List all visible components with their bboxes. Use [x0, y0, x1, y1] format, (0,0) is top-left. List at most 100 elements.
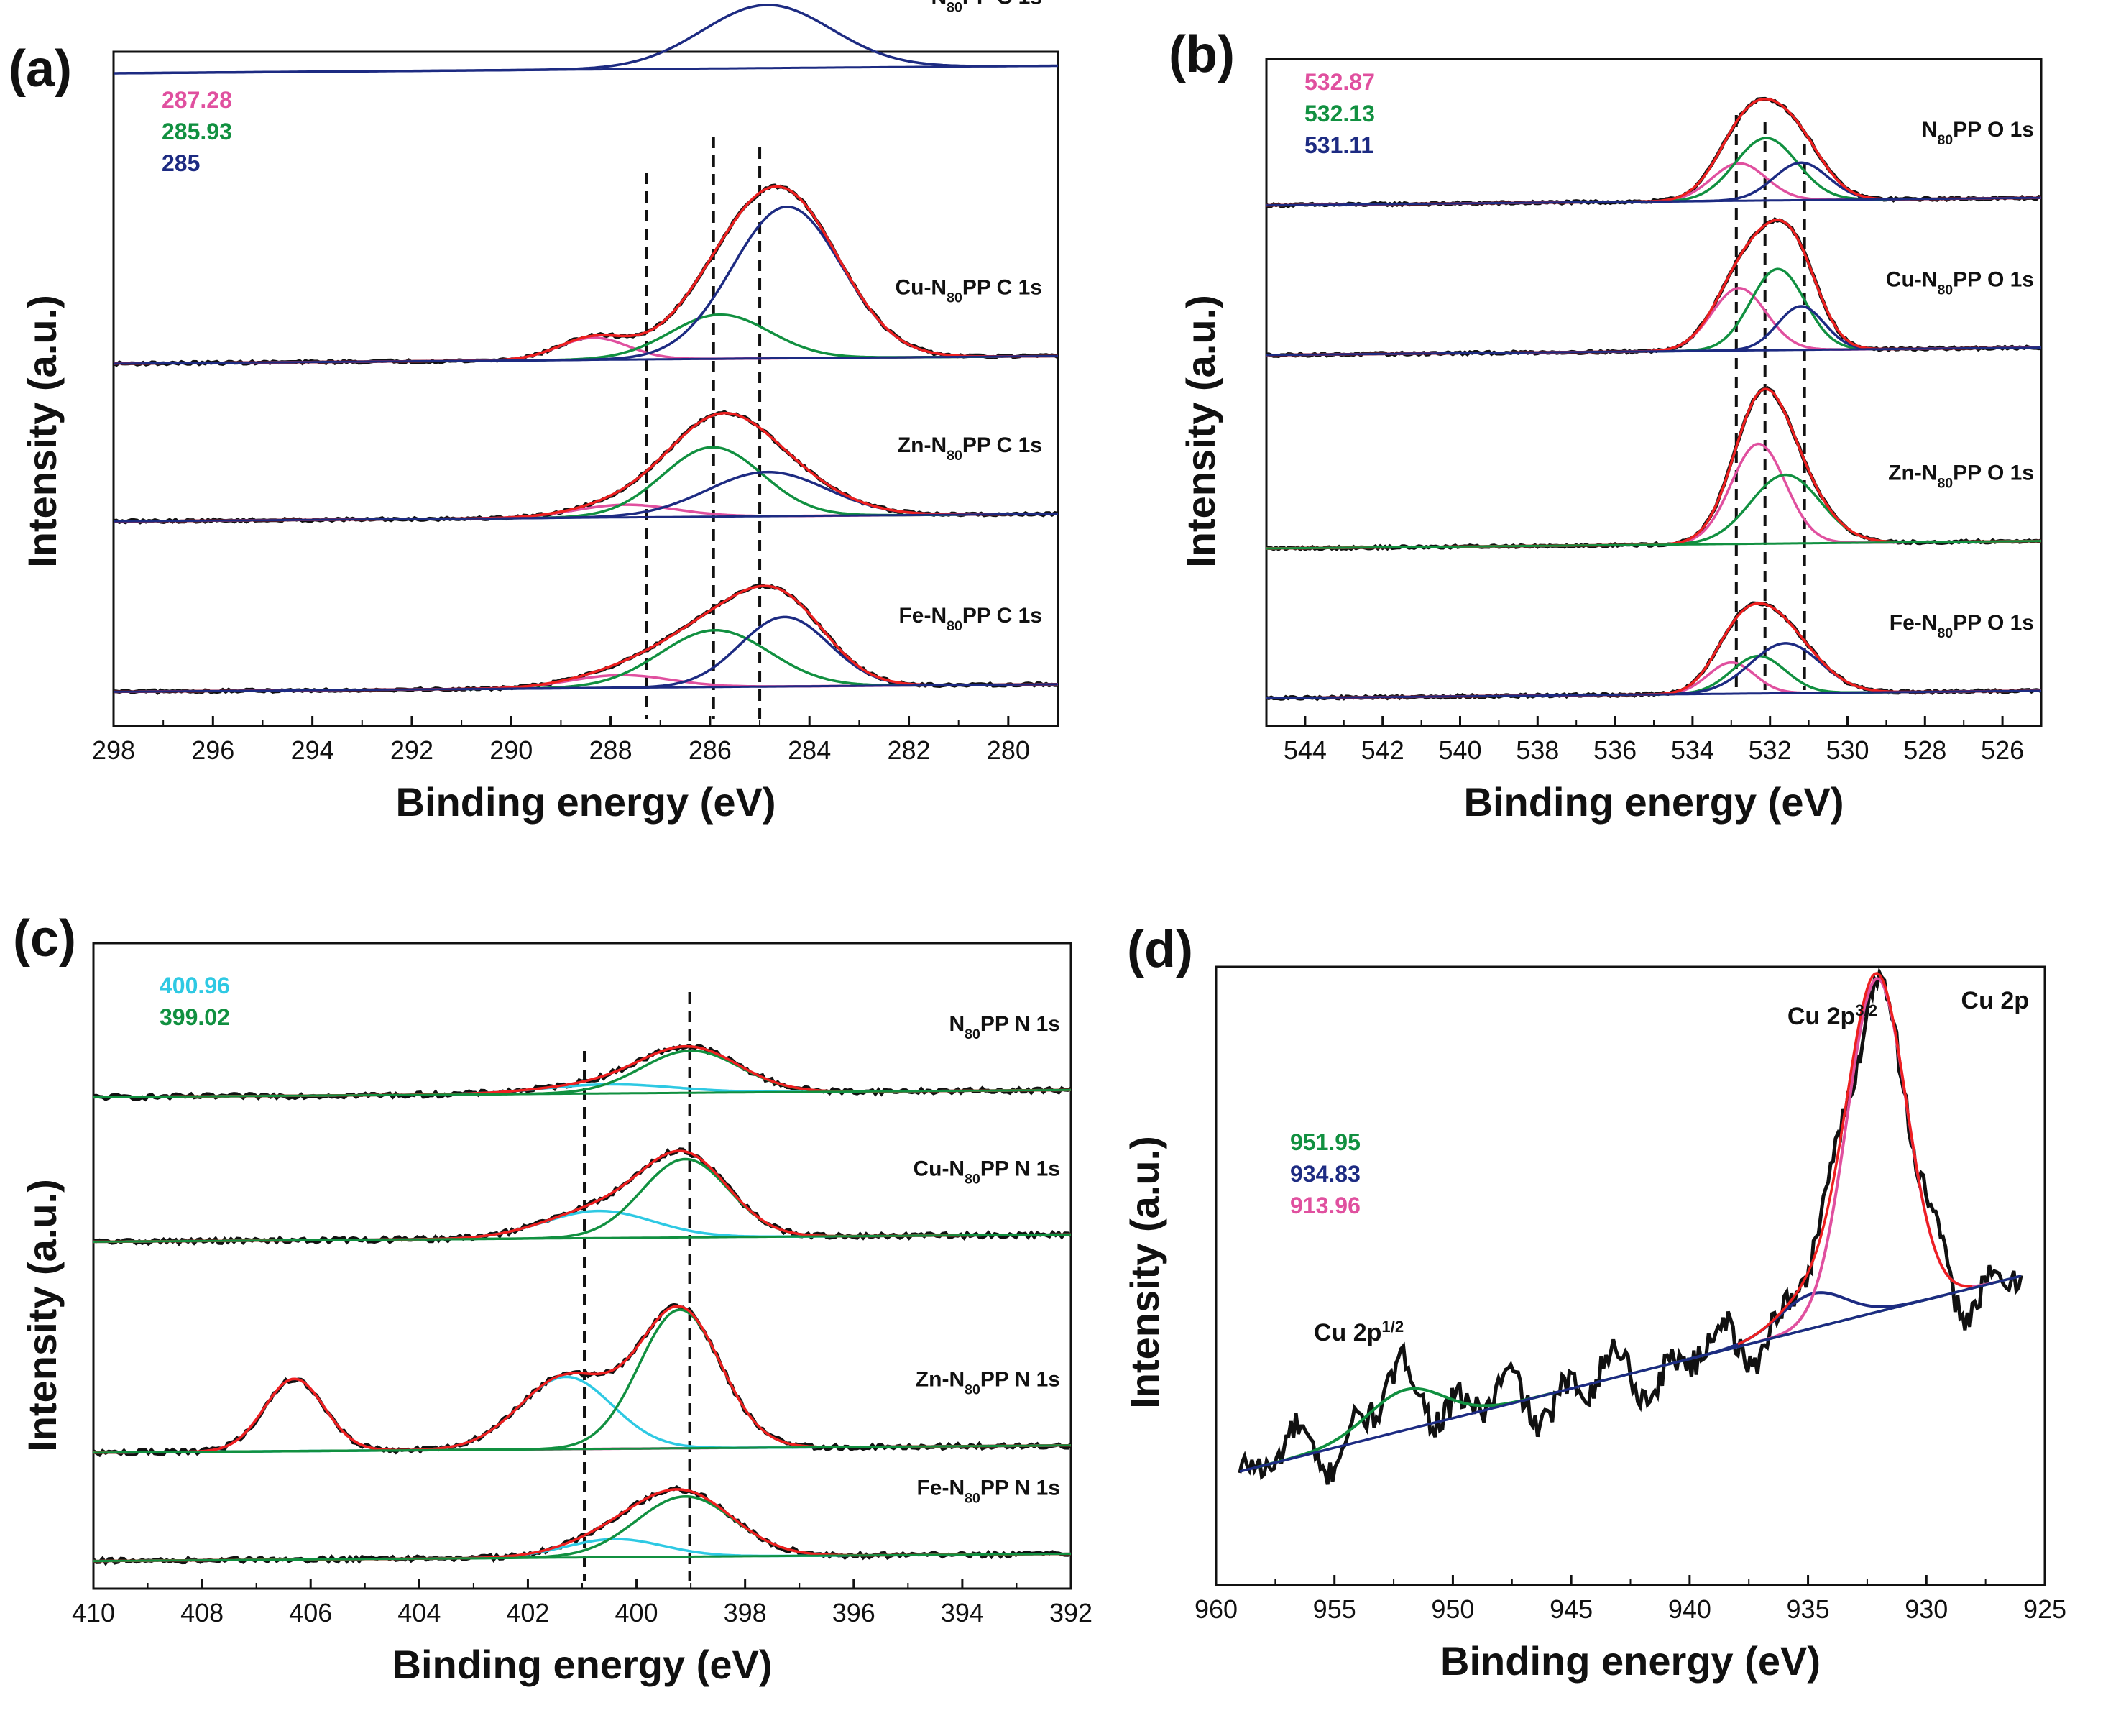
- x-tick-label: 538: [1516, 735, 1559, 765]
- peak-label: 400.96: [160, 973, 230, 998]
- x-tick-label: 955: [1313, 1594, 1356, 1624]
- x-tick-label: 544: [1284, 735, 1327, 765]
- x-tick-label: 282: [887, 735, 930, 765]
- fit-envelope-line: [1737, 972, 1973, 1346]
- y-axis-title: Intensity (a.u.): [1122, 1136, 1167, 1409]
- peak-label: 951.95: [1290, 1129, 1361, 1155]
- x-axis-title: Binding energy (eV): [392, 1642, 773, 1687]
- fit-component-line: [1266, 442, 2041, 550]
- x-tick-label: 930: [1905, 1594, 1948, 1624]
- panel-d: (d) 960 955 950 945 940 935 930 925 Binding energ…: [1122, 921, 2066, 1684]
- x-tick-label: 526: [1981, 735, 2024, 765]
- panel-b: (b) 544 542 540 538 536 534 532 530 528 526 Binding…: [1169, 26, 2043, 825]
- x-tick-label: 392: [1049, 1598, 1092, 1627]
- sample-label: Zn-N80PP N 1s: [916, 1368, 1060, 1398]
- fit-component-line: [113, 446, 1059, 523]
- x-tick-label: 536: [1593, 735, 1637, 765]
- sample-label: N80PP N 1s: [949, 1012, 1060, 1042]
- fit-component-line: [93, 1494, 1071, 1563]
- baseline-line: [1266, 346, 2041, 357]
- baseline-line: [93, 1444, 1072, 1454]
- panel-letter: (b): [1169, 26, 1235, 83]
- x-tick-label: 540: [1438, 735, 1481, 765]
- plot-frame: [1215, 965, 2046, 1586]
- fit-component-line: [1759, 977, 1995, 1343]
- x-axis-title: Binding energy (eV): [1464, 779, 1844, 825]
- fit-envelope-line: [1266, 97, 2041, 207]
- x-tick-label: 394: [941, 1598, 984, 1627]
- peak-annotation: Cu 2p3/2: [1787, 1001, 1877, 1031]
- sample-label: Fe-N80PP O 1s: [1890, 611, 2034, 641]
- x-tick-label: 960: [1195, 1594, 1238, 1624]
- raw-spectrum-line: [113, 584, 1059, 695]
- sample-label: Zn-N80PP O 1s: [1888, 461, 2034, 492]
- panel-letter: (c): [13, 910, 76, 968]
- baseline-line: [113, 354, 1059, 365]
- baseline-line: [114, 65, 1058, 75]
- panel-a: (a) 298 296 294 292 290 288 286 284 282 280 Binding…: [9, 0, 1059, 825]
- fit-component-line: [114, 4, 1058, 75]
- panel-c: (c) 410 408 406 404 402 400 398 396 394 392 Binding…: [13, 910, 1092, 1687]
- x-tick-label: 290: [489, 735, 533, 765]
- baseline-line: [93, 1088, 1071, 1098]
- sample-label: Zn-N80PP C 1s: [898, 433, 1042, 464]
- x-tick-label: 396: [832, 1598, 875, 1627]
- x-tick-label: 294: [291, 735, 334, 765]
- plot-frame: [112, 50, 1059, 727]
- fit-component-line: [1266, 287, 2041, 357]
- baseline-line: [93, 1233, 1072, 1243]
- baseline-line: [1239, 1275, 2022, 1473]
- x-tick-label: 398: [724, 1598, 767, 1627]
- raw-spectrum-line: [1265, 96, 2042, 208]
- x-tick-label: 280: [987, 735, 1030, 765]
- x-tick-label: 406: [289, 1598, 332, 1627]
- baseline-line: [93, 1553, 1071, 1563]
- x-axis-title: Binding energy (eV): [396, 779, 776, 825]
- sample-label: Fe-N80PP C 1s: [898, 604, 1042, 634]
- fit-component-line: [114, 615, 1058, 694]
- x-tick-label: 940: [1668, 1594, 1711, 1624]
- panel-letter: (a): [9, 40, 72, 98]
- fit-envelope-line: [114, 584, 1058, 694]
- peak-label: 934.83: [1290, 1161, 1361, 1187]
- y-axis-title: Intensity (a.u.): [19, 295, 65, 568]
- x-tick-label: 935: [1787, 1594, 1830, 1624]
- peak-label: 532.13: [1304, 101, 1375, 127]
- peak-label: 531.11: [1304, 132, 1373, 158]
- y-axis-title: Intensity (a.u.): [19, 1179, 65, 1452]
- x-tick-label: 284: [788, 735, 831, 765]
- fit-component-line: [1266, 473, 2041, 550]
- peak-annotation: Cu 2p1/2: [1314, 1318, 1404, 1347]
- baseline-line: [1266, 689, 2041, 699]
- peak-label: 913.96: [1290, 1193, 1361, 1218]
- peak-label: 285.93: [162, 119, 232, 144]
- x-tick-label: 528: [1903, 735, 1946, 765]
- x-tick-label: 925: [2023, 1594, 2066, 1624]
- y-axis-title: Intensity (a.u.): [1178, 295, 1223, 568]
- x-tick-label: 402: [506, 1598, 549, 1627]
- baseline-line: [1266, 540, 2041, 550]
- fit-component-line: [1266, 137, 2041, 207]
- sample-label: N80PP O 1s: [1922, 118, 2034, 148]
- x-tick-label: 945: [1550, 1594, 1593, 1624]
- baseline-line: [1266, 196, 2041, 207]
- raw-spectrum-line: [1238, 967, 2023, 1485]
- x-tick-label: 408: [180, 1598, 224, 1627]
- sample-label: Cu-N80PP C 1s: [895, 275, 1042, 306]
- x-tick-label: 532: [1749, 735, 1792, 765]
- x-tick-label: 950: [1431, 1594, 1474, 1624]
- x-tick-label: 530: [1826, 735, 1869, 765]
- x-tick-label: 534: [1671, 735, 1714, 765]
- sample-label: Fe-N80PP N 1s: [916, 1476, 1060, 1506]
- x-tick-label: 288: [589, 735, 632, 765]
- sample-label: N80PP C 1s: [931, 0, 1042, 15]
- chart-title: Cu 2p: [1961, 987, 2029, 1014]
- x-tick-label: 400: [615, 1598, 658, 1627]
- fit-component-line: [114, 628, 1058, 694]
- baseline-line: [113, 513, 1059, 523]
- x-axis-title: Binding energy (eV): [1440, 1638, 1821, 1684]
- x-tick-label: 404: [397, 1598, 441, 1627]
- x-tick-label: 296: [191, 735, 234, 765]
- baseline-line: [114, 683, 1058, 693]
